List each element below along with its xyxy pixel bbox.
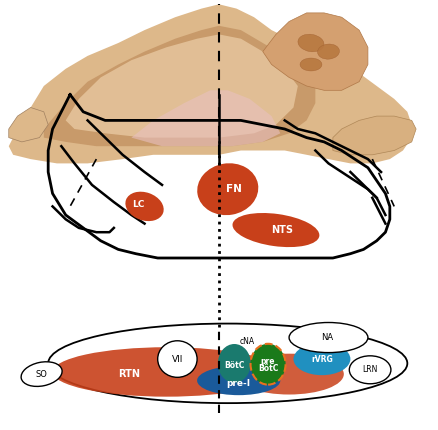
Ellipse shape <box>318 44 339 59</box>
Text: BötC: BötC <box>258 364 278 373</box>
Text: pre-I: pre-I <box>226 379 251 388</box>
Polygon shape <box>333 116 416 155</box>
Polygon shape <box>44 26 315 146</box>
Text: RTN: RTN <box>118 369 140 379</box>
Text: BötC: BötC <box>224 361 244 370</box>
Ellipse shape <box>350 356 391 384</box>
Ellipse shape <box>125 192 164 221</box>
Ellipse shape <box>251 344 286 385</box>
Ellipse shape <box>293 343 350 375</box>
Ellipse shape <box>197 366 280 395</box>
Ellipse shape <box>197 163 258 215</box>
Ellipse shape <box>53 347 280 396</box>
Text: SO: SO <box>35 370 48 378</box>
Text: NTS: NTS <box>272 225 293 235</box>
Text: cNA: cNA <box>240 338 255 346</box>
Text: rVRG: rVRG <box>311 355 333 363</box>
Polygon shape <box>263 13 368 90</box>
Polygon shape <box>66 34 298 138</box>
Ellipse shape <box>233 213 319 247</box>
Ellipse shape <box>300 58 322 71</box>
Ellipse shape <box>234 353 344 395</box>
Ellipse shape <box>289 322 368 353</box>
Polygon shape <box>131 90 280 146</box>
Polygon shape <box>9 4 412 163</box>
Text: LRN: LRN <box>362 366 378 374</box>
Text: VII: VII <box>172 355 183 363</box>
Ellipse shape <box>21 362 62 387</box>
Ellipse shape <box>298 34 324 52</box>
Text: LC: LC <box>132 200 144 209</box>
Polygon shape <box>9 108 48 142</box>
Ellipse shape <box>158 341 197 378</box>
Text: pre: pre <box>261 357 276 366</box>
Text: NA: NA <box>321 333 333 342</box>
Ellipse shape <box>218 344 251 383</box>
Text: FN: FN <box>226 184 242 194</box>
